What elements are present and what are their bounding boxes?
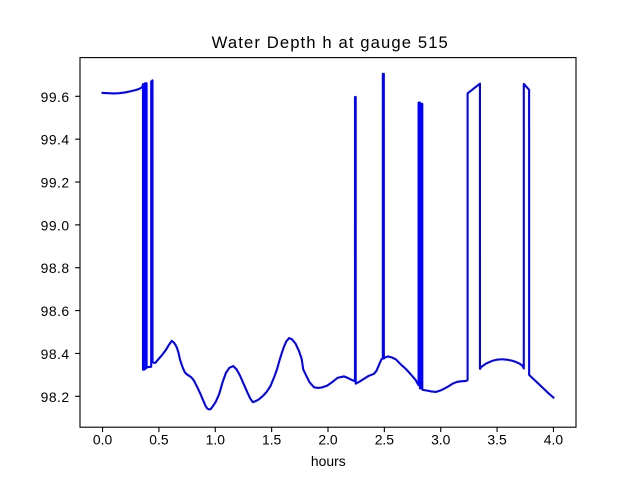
svg-text:1.5: 1.5 [262,432,282,448]
svg-text:3.0: 3.0 [431,432,451,448]
svg-text:hours: hours [311,453,346,469]
svg-text:99.4: 99.4 [41,132,70,148]
svg-text:2.5: 2.5 [375,432,395,448]
svg-text:99.0: 99.0 [41,217,70,233]
svg-text:2.0: 2.0 [318,432,338,448]
svg-text:4.0: 4.0 [544,432,564,448]
svg-text:99.2: 99.2 [41,175,70,191]
svg-text:98.4: 98.4 [41,346,70,362]
svg-text:3.5: 3.5 [487,432,507,448]
svg-text:98.6: 98.6 [41,303,70,319]
svg-text:98.8: 98.8 [41,260,70,276]
svg-text:0.0: 0.0 [93,432,113,448]
svg-text:Water Depth h at gauge 515: Water Depth h at gauge 515 [212,33,449,52]
svg-text:99.6: 99.6 [41,89,70,105]
svg-text:98.2: 98.2 [41,389,70,405]
svg-text:0.5: 0.5 [149,432,169,448]
svg-text:1.0: 1.0 [206,432,226,448]
